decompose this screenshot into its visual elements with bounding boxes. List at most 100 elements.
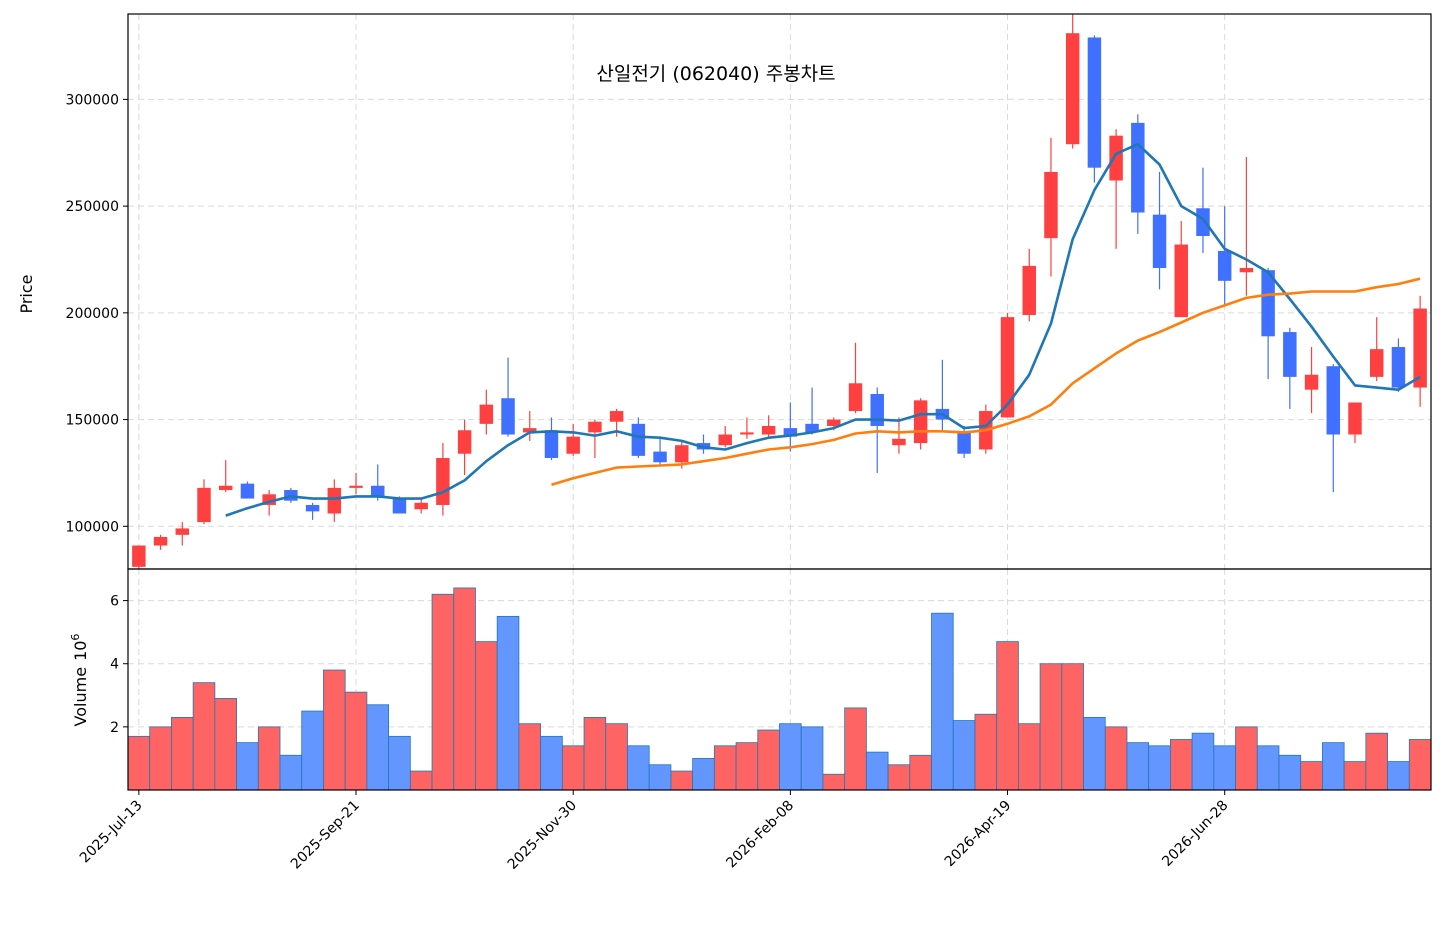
price-panel-frame — [127, 13, 1432, 570]
volume-bar — [214, 698, 237, 791]
candle-body — [1087, 37, 1102, 168]
volume-bar — [648, 764, 672, 791]
volume-bar — [344, 691, 368, 791]
chart-title: 산일전기 (062040) 주봉차트 — [596, 63, 835, 85]
candle-body — [436, 458, 450, 505]
candle-body — [631, 423, 646, 456]
x-tick-label: 2026-Apr-19 — [942, 798, 1015, 871]
volume-bar — [931, 612, 954, 791]
volume-bar — [952, 720, 976, 791]
volume-bar — [171, 716, 194, 791]
candle-body — [457, 430, 472, 454]
price-y-tick-label: 200000 — [66, 306, 119, 322]
candle-body — [1369, 349, 1384, 377]
volume-bar — [822, 773, 846, 791]
volume-bar — [713, 745, 737, 791]
candle-body — [1196, 208, 1210, 236]
candle-body — [566, 436, 580, 454]
candle-body — [523, 428, 537, 433]
candle-body — [848, 383, 863, 412]
volume-bar — [692, 758, 715, 791]
volume-bar — [757, 729, 780, 791]
volume-bar — [279, 754, 303, 791]
volume-y-ticks: 2 4 6 — [110, 594, 128, 736]
x-tick-label: 2026-Jun-28 — [1159, 798, 1231, 870]
candle-body — [805, 423, 819, 433]
volume-bar — [1278, 754, 1302, 791]
volume-bar — [1365, 732, 1388, 791]
volume-y-tick-label: 6 — [110, 594, 119, 610]
moving-average-lines — [225, 142, 1421, 517]
x-ticks: 2025-Jul-13 2025-Sep-21 2025-Nov-30 2026-Fe… — [77, 790, 1232, 873]
candle-body — [1261, 270, 1275, 337]
volume-bar — [865, 751, 889, 791]
candle-body — [1217, 250, 1232, 281]
volume-scale-exponent: 6 — [69, 634, 82, 641]
candle-body — [783, 428, 798, 437]
candle-body — [1044, 171, 1058, 239]
price-grid — [128, 14, 1431, 569]
volume-bar — [236, 742, 259, 791]
volume-bar — [1083, 716, 1106, 791]
volume-bars — [127, 587, 1432, 791]
volume-bar — [735, 742, 759, 791]
price-y-tick-label: 150000 — [66, 413, 119, 429]
candle-body — [1174, 244, 1188, 318]
volume-bar — [301, 710, 324, 791]
candle-body — [197, 487, 211, 523]
candle-body — [414, 502, 428, 510]
volume-bar — [475, 641, 498, 791]
candle-body — [718, 434, 732, 446]
volume-bar — [1322, 742, 1345, 791]
candle-body — [609, 411, 624, 422]
volume-bar — [257, 726, 281, 791]
volume-bar — [453, 587, 476, 791]
candle-body — [761, 425, 776, 435]
candlesticks — [132, 14, 1427, 569]
volume-bar — [909, 754, 932, 791]
x-tick-label: 2026-Feb-08 — [723, 798, 797, 872]
volume-bar — [1126, 742, 1150, 791]
candle-body — [957, 432, 971, 454]
volume-bar — [366, 704, 389, 791]
price-y-axis-label: Price — [17, 274, 36, 313]
candle-body — [675, 445, 689, 463]
candle-body — [218, 485, 233, 491]
volume-bar — [1300, 761, 1323, 791]
x-tick-label: 2025-Nov-30 — [505, 798, 580, 873]
volume-bar — [518, 723, 542, 791]
candle-body — [827, 419, 841, 426]
candle-body — [1131, 122, 1145, 213]
volume-bar — [1343, 761, 1367, 791]
volume-bar — [1017, 723, 1041, 791]
volume-bar — [1148, 745, 1171, 791]
candle-body — [1239, 268, 1254, 273]
volume-panel-frame — [127, 568, 1432, 791]
volume-bar — [1061, 663, 1084, 791]
candle-body — [1000, 317, 1015, 418]
volume-bar — [779, 723, 802, 791]
candle-body — [1065, 33, 1080, 145]
candle-body — [1326, 366, 1341, 435]
candle-body — [305, 504, 320, 512]
volume-bar — [583, 716, 607, 791]
candle-body — [327, 487, 342, 514]
candle-body — [1152, 214, 1167, 269]
ma-short-line — [225, 142, 1421, 517]
volume-bar — [887, 764, 911, 791]
volume-bar — [431, 593, 455, 791]
candle-body — [1413, 308, 1427, 388]
volume-y-tick-label: 4 — [110, 657, 119, 673]
candle-body — [1304, 374, 1319, 390]
candle-body — [479, 404, 494, 424]
volume-bar — [388, 735, 411, 791]
candle-body — [1391, 347, 1406, 388]
volume-bar — [323, 669, 346, 791]
candle-body — [588, 421, 602, 433]
price-y-tick-label: 100000 — [66, 519, 119, 535]
volume-bar — [149, 726, 172, 791]
volume-label-text: Volume — [71, 667, 90, 727]
candle-body — [740, 432, 754, 435]
